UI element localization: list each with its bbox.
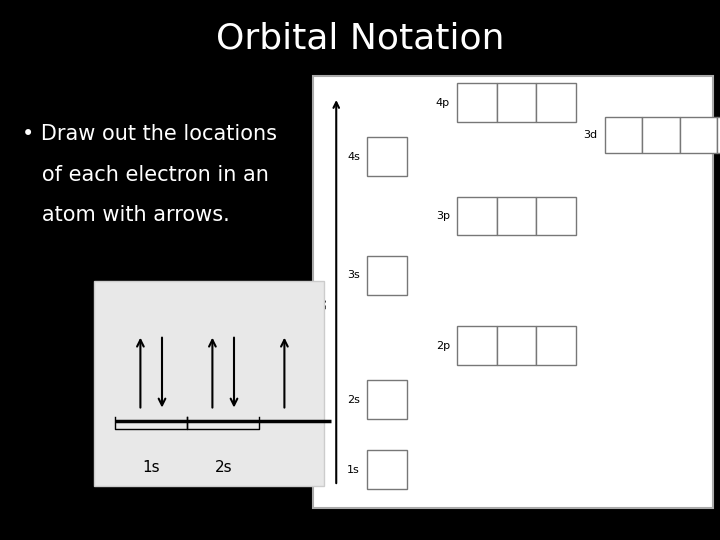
Text: 2p: 2p xyxy=(436,341,450,350)
Bar xyxy=(313,76,713,508)
Bar xyxy=(367,256,407,295)
Bar xyxy=(536,83,576,122)
Text: 3s: 3s xyxy=(347,271,360,280)
Bar xyxy=(94,281,324,486)
Bar xyxy=(367,137,407,176)
Bar xyxy=(680,117,717,153)
Bar xyxy=(605,117,642,153)
Bar xyxy=(536,326,576,365)
Text: • Draw out the locations: • Draw out the locations xyxy=(22,124,276,144)
Bar xyxy=(536,197,576,235)
Text: 4p: 4p xyxy=(436,98,450,107)
Text: 1s: 1s xyxy=(143,460,160,475)
Text: 2s: 2s xyxy=(215,460,232,475)
Bar xyxy=(457,197,497,235)
Text: Energy: Energy xyxy=(315,294,325,333)
Bar xyxy=(642,117,680,153)
Text: 3p: 3p xyxy=(436,211,450,221)
Bar xyxy=(497,326,536,365)
Bar xyxy=(457,83,497,122)
Text: 4s: 4s xyxy=(347,152,360,161)
Bar xyxy=(367,450,407,489)
Text: of each electron in an: of each electron in an xyxy=(22,165,269,185)
Text: atom with arrows.: atom with arrows. xyxy=(22,205,230,225)
Text: 1s: 1s xyxy=(347,465,360,475)
Text: 3d: 3d xyxy=(583,130,598,140)
Bar xyxy=(367,380,407,419)
Bar xyxy=(497,83,536,122)
Text: Orbital Notation: Orbital Notation xyxy=(216,22,504,56)
Bar xyxy=(457,326,497,365)
Bar xyxy=(497,197,536,235)
Bar xyxy=(717,117,720,153)
Text: 2s: 2s xyxy=(347,395,360,404)
